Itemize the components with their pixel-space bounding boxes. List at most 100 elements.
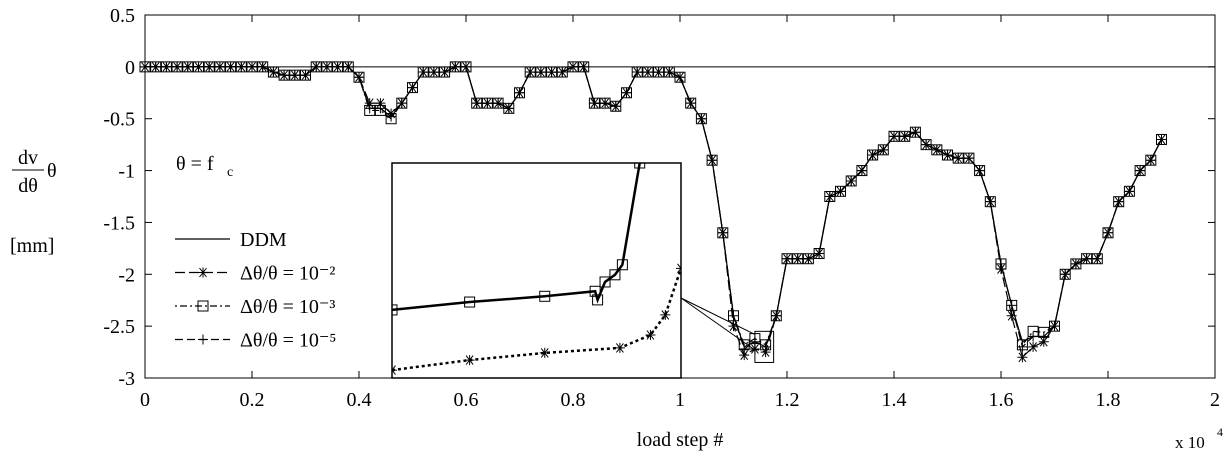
marker-plus [664, 67, 675, 78]
marker-plus [289, 70, 300, 81]
marker-plus [557, 67, 568, 78]
x-tick-label: 1.8 [1096, 389, 1121, 411]
marker-star [464, 355, 475, 366]
marker-plus [375, 103, 386, 114]
marker-plus [493, 98, 504, 109]
marker-star [1038, 336, 1049, 347]
legend-label: Δθ/θ = 10⁻² [240, 263, 335, 285]
x-tick-label: 2 [1210, 389, 1220, 411]
marker-plus [707, 155, 718, 166]
marker-plus [653, 67, 664, 78]
marker-plus [942, 150, 953, 161]
marker-plus [814, 248, 825, 259]
x-tick-label: 1.6 [989, 389, 1014, 411]
y-label-numerator: dv [18, 147, 38, 169]
marker-star [614, 342, 625, 353]
marker-plus [632, 67, 643, 78]
marker-plus [247, 61, 257, 72]
marker-plus [428, 67, 439, 78]
marker-plus [1070, 258, 1081, 269]
marker-plus [589, 98, 600, 109]
y-label-factor: θ [47, 160, 57, 182]
legend-label: DDM [240, 229, 287, 251]
marker-plus [1145, 155, 1156, 166]
marker-square [589, 285, 601, 297]
marker-plus [1103, 227, 1113, 238]
marker-plus [471, 98, 482, 109]
x-multiplier: x 10 [1175, 433, 1205, 452]
zoom-box [754, 330, 775, 363]
marker-square [592, 294, 604, 306]
marker-square [634, 163, 646, 169]
x-axis-label: load step # [637, 429, 724, 451]
marker-plus [1006, 300, 1017, 311]
marker-plus [257, 61, 268, 72]
marker-plus [182, 61, 193, 72]
marker-plus [578, 61, 589, 72]
marker-star [760, 347, 771, 358]
x-tick-label: 0 [140, 389, 150, 411]
marker-plus [760, 341, 771, 352]
marker-star [1017, 352, 1028, 363]
marker-plus [910, 127, 921, 138]
marker-plus [600, 98, 611, 109]
marker-square [609, 269, 621, 281]
marker-plus [610, 101, 621, 112]
marker-plus [621, 87, 632, 98]
marker-plus [503, 103, 514, 114]
marker-plus [1060, 269, 1071, 280]
x-tick-label: 1.2 [775, 389, 800, 411]
marker-plus [150, 61, 161, 72]
y-label-denominator: dθ [18, 175, 38, 197]
marker-plus [535, 67, 546, 78]
marker-plus [782, 253, 792, 264]
marker-plus [728, 310, 739, 321]
marker-plus [867, 150, 878, 161]
marker-star [645, 330, 656, 340]
marker-square [539, 290, 551, 302]
marker-plus [204, 61, 215, 72]
marker-plus [439, 67, 450, 78]
marker-plus [1113, 196, 1124, 207]
marker-star [1006, 310, 1017, 321]
marker-plus [482, 98, 493, 109]
marker-plus [236, 61, 247, 72]
marker-plus [193, 61, 204, 72]
x-tick-label: 1 [675, 389, 685, 411]
inset-bg [392, 163, 681, 378]
marker-plus [225, 61, 236, 72]
marker-plus [1156, 134, 1167, 145]
marker-plus [396, 98, 407, 109]
marker-plus [685, 98, 696, 109]
legend-label: Δθ/θ = 10⁻⁵ [240, 330, 336, 352]
marker-star [364, 98, 375, 109]
marker-plus [268, 67, 279, 78]
marker-plus [771, 310, 782, 321]
y-tick-label: -1 [118, 161, 135, 183]
marker-plus [1028, 331, 1039, 342]
marker-plus [696, 113, 707, 124]
marker-plus [546, 67, 557, 78]
x-tick-label: 0.4 [347, 389, 372, 411]
marker-plus [996, 258, 1006, 269]
marker-plus [921, 139, 932, 150]
marker-plus [1049, 321, 1060, 332]
marker-plus [717, 227, 728, 238]
marker-plus [803, 253, 814, 264]
marker-plus [1038, 331, 1049, 342]
legend-label: Δθ/θ = 10⁻³ [240, 296, 335, 318]
marker-star [660, 309, 671, 320]
marker-plus [985, 196, 996, 207]
marker-plus [332, 61, 343, 72]
marker-plus [461, 61, 471, 72]
marker-plus [568, 61, 578, 72]
marker-plus [311, 61, 322, 72]
y-tick-label: 0.5 [110, 5, 135, 27]
marker-star [539, 347, 550, 358]
marker-plus [300, 70, 311, 81]
marker-plus [354, 72, 364, 83]
marker-star [1028, 341, 1039, 352]
marker-plus [824, 191, 835, 202]
marker-plus [1124, 186, 1135, 197]
